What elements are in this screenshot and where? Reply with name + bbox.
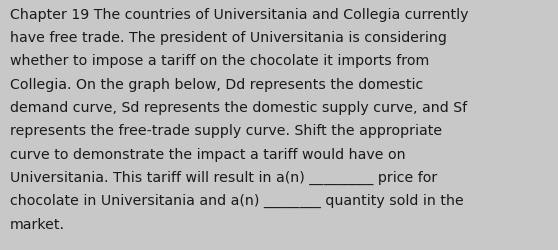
Text: Chapter 19 The countries of Universitania and Collegia currently: Chapter 19 The countries of Universitani… xyxy=(10,8,469,22)
Text: Universitania. This tariff will result in a(n) _________ price for: Universitania. This tariff will result i… xyxy=(10,170,437,184)
Text: chocolate in Universitania and a(n) ________ quantity sold in the: chocolate in Universitania and a(n) ____… xyxy=(10,194,464,207)
Text: represents the free-trade supply curve. Shift the appropriate: represents the free-trade supply curve. … xyxy=(10,124,442,138)
Text: whether to impose a tariff on the chocolate it imports from: whether to impose a tariff on the chocol… xyxy=(10,54,429,68)
Text: Collegia. On the graph below, Dd represents the domestic: Collegia. On the graph below, Dd represe… xyxy=(10,77,424,91)
Text: demand curve, Sd represents the domestic supply curve, and Sf: demand curve, Sd represents the domestic… xyxy=(10,100,467,114)
Text: market.: market. xyxy=(10,217,65,231)
Text: curve to demonstrate the impact a tariff would have on: curve to demonstrate the impact a tariff… xyxy=(10,147,406,161)
Text: have free trade. The president of Universitania is considering: have free trade. The president of Univer… xyxy=(10,31,447,45)
